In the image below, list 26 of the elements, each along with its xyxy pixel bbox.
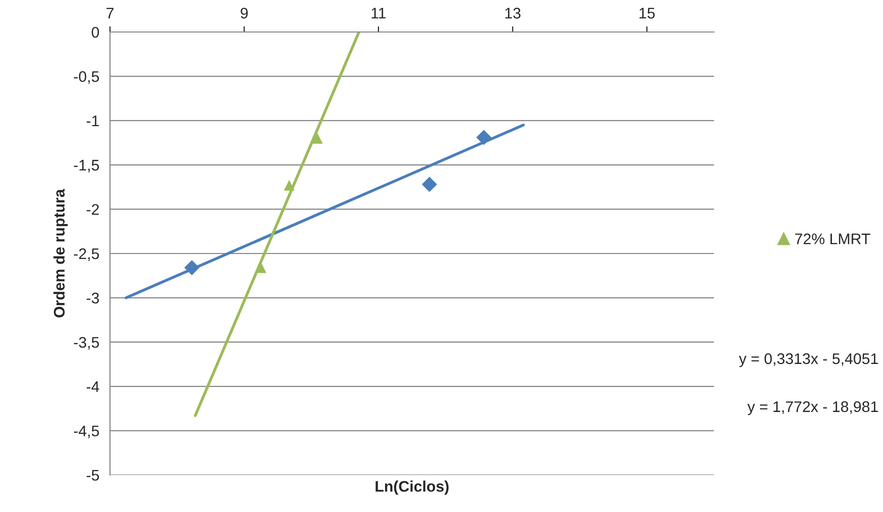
point — [422, 176, 438, 192]
y-tick-label: -3 — [86, 292, 99, 304]
y-tick-label: -4 — [86, 381, 100, 392]
y-tick-label: -2,5 — [74, 248, 99, 261]
point — [476, 130, 492, 146]
x-tick-label: 11 — [372, 8, 386, 18]
point — [312, 132, 323, 144]
point — [184, 260, 200, 276]
x-tick-label: 15 — [640, 8, 655, 19]
y-axis-title: Ordem de ruptura — [53, 188, 68, 318]
y-tick-label: -1 — [86, 116, 99, 126]
y-tick-label: -3,5 — [74, 336, 99, 350]
point — [284, 180, 295, 191]
y-tick-label: -1,5 — [74, 160, 99, 172]
y-tick-label: -0,5 — [74, 71, 99, 84]
x-tick-label: 7 — [106, 8, 114, 18]
text: y = 0,3313x - 5,4051 — [738, 353, 878, 368]
legend-label: 72% LMRT — [795, 233, 870, 244]
x-tick-label: 13 — [505, 8, 520, 19]
x-axis-title: Ln(Ciclos) — [376, 480, 449, 495]
y-tick-label: -5 — [86, 470, 99, 481]
x-tick-label: 9 — [240, 8, 248, 19]
y-tick-label: -2 — [86, 204, 99, 215]
text: y = 1,772x - 18,981 — [747, 401, 878, 416]
y-tick-label: -4,5 — [74, 426, 99, 438]
y-tick-label: 0 — [92, 26, 99, 38]
